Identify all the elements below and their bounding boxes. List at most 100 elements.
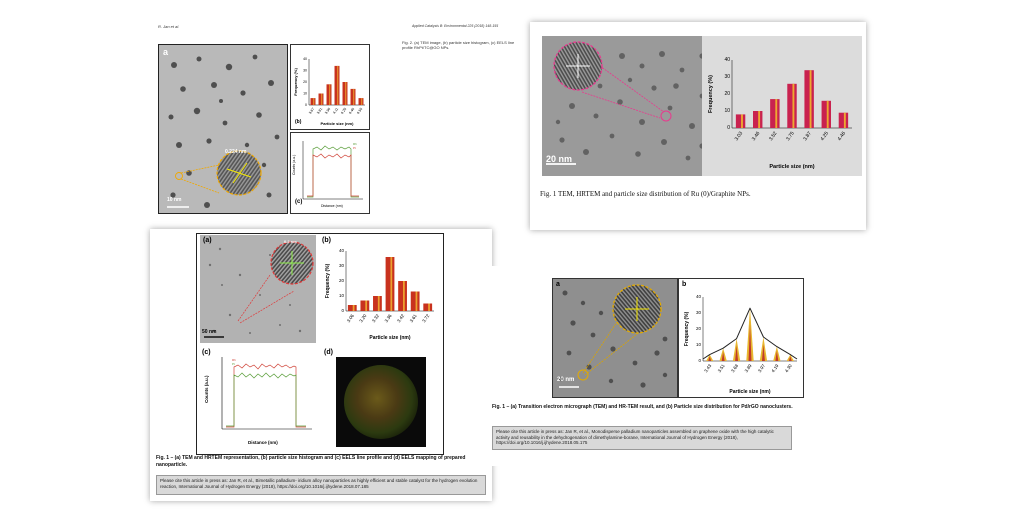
lattice-label-bl: 0.2 nm — [284, 239, 297, 244]
bar — [347, 305, 357, 311]
bar-accent — [792, 83, 795, 128]
bar — [753, 111, 763, 128]
tem-particles — [167, 54, 280, 208]
histogram-b: 0 10 20 30 40 3.67 3.81 3.96 4.11 4.25 4.40 4.55 Fre… — [290, 44, 370, 130]
histogram-ru-plot: 0 10 20 30 40 3.03 3.46 3.52 3.75 3.87 4.25 4.46 Fre… — [708, 57, 852, 170]
x-tick-label: 4.11 — [332, 107, 339, 115]
eels-bl-series-pt — [226, 372, 306, 427]
bar — [358, 98, 364, 105]
eels-mapping-d: (d) — [322, 347, 438, 451]
caption-bottom-right: Fig. 1 – (a) Transition electron microgr… — [492, 404, 868, 411]
y-tick-label: 10 — [724, 108, 730, 114]
bar-accent — [788, 356, 792, 361]
bar — [423, 303, 433, 311]
y-tick-label: 0 — [698, 358, 701, 363]
x-tick-label: 3.68 — [730, 363, 739, 373]
bar-accent — [761, 344, 765, 361]
y-tick-label: 40 — [724, 57, 730, 63]
y-tick-label: 10 — [696, 342, 702, 347]
y-tick-label: 10 — [339, 293, 345, 298]
y-tick-label: 20 — [696, 326, 702, 331]
eels-bl-legend-rh: Rh — [232, 358, 236, 362]
panel-label-a-bl: (a) — [203, 237, 212, 244]
y-axis-label: Frequency (%) — [684, 311, 690, 346]
y-tick-label: 20 — [339, 278, 345, 283]
histogram-b-plot: 0 10 20 30 40 3.67 3.81 3.96 4.11 4.25 4.40 4.55 Fre… — [293, 57, 365, 126]
y-tick-label: 40 — [696, 294, 702, 299]
eels-line-profile-c: Counts (a.u.) Distance (nm) Rh Pt (c) — [290, 132, 370, 214]
panel-label-b-br: b — [682, 281, 687, 288]
bar-accent — [735, 345, 739, 361]
panel-label-a-br: a — [556, 281, 560, 288]
y-tick-label: 20 — [724, 91, 730, 97]
x-tick-label: 3.32 — [371, 313, 380, 323]
y-tick-label: 40 — [303, 57, 307, 61]
bar — [350, 88, 356, 105]
histogram-pd: 0 10 20 30 40 3.43 3.51 3.68 3.89 3.97 4.19 4.30 Fre… — [678, 278, 804, 398]
panel-label-b: (b) — [295, 119, 302, 125]
bar-accent — [775, 99, 778, 128]
bar-accent — [721, 352, 725, 361]
y-axis-label: Frequency (%) — [708, 75, 714, 113]
bar — [360, 300, 370, 311]
x-tick-label: 4.25 — [819, 130, 830, 142]
x-tick-label: 3.42 — [396, 313, 405, 323]
distribution-curve — [702, 307, 798, 360]
bar-accent — [353, 88, 355, 105]
citation-note-bottom-left: Please cite this article in press as: Ja… — [156, 475, 486, 495]
bar-accent — [826, 100, 829, 128]
x-tick-label: 4.55 — [356, 107, 363, 115]
eels-ylabel: Counts (a.u.) — [292, 155, 296, 175]
figure-panel-top-right: 20 nm 0 10 20 30 40 3.03 3.46 3.52 3.75 3.87 4.25 4… — [530, 22, 866, 230]
bar-accent — [361, 98, 363, 105]
caption-top-left: Fig. 2. (a) TEM image, (b) particle size… — [402, 40, 515, 50]
bar — [334, 65, 340, 105]
caption-top-right: Fig. 1 TEM, HRTEM and particle size dist… — [540, 190, 860, 198]
figure-panel-top-left: R. Jan et al. Applied Catalysis B: Envir… — [150, 18, 530, 230]
x-tick-label: 3.52 — [768, 130, 779, 142]
bar — [735, 114, 746, 128]
bar — [385, 257, 395, 311]
header-left: R. Jan et al. — [158, 24, 180, 29]
x-tick-label: 3.20 — [358, 313, 367, 323]
eels-map-image — [336, 357, 426, 447]
x-tick-label: 3.96 — [324, 107, 331, 115]
scale-bar-label-bl: 50 nm — [202, 329, 217, 335]
y-tick-label: 10 — [303, 92, 307, 96]
bar-accent — [321, 93, 323, 105]
histogram-b-bl-plot: 0 10 20 30 40 3.06 3.20 3.32 3.36 3.42 3.61 3.72 Fre… — [325, 248, 434, 341]
x-tick-label: 4.46 — [837, 130, 848, 142]
caption-bottom-left-text: Fig. 1 – (a) TEM and HRTEM representatio… — [156, 455, 466, 468]
x-tick-label: 3.75 — [785, 130, 796, 142]
panel-label-d-bl: (d) — [324, 349, 333, 356]
eels-series-pt — [307, 153, 359, 197]
lattice-spacing-label: 0.224 nm — [225, 149, 247, 155]
x-tick-label: 3.03 — [734, 130, 745, 142]
x-tick-label: 3.43 — [703, 363, 712, 373]
y-axis-label: Frequency (%) — [325, 263, 331, 298]
bar — [373, 296, 382, 311]
x-tick-label: 3.61 — [409, 313, 418, 323]
scale-bar-label: 10 nm — [167, 197, 182, 203]
y-tick-label: 30 — [303, 69, 307, 73]
tem-image-a: (a) 0.2 nm 50 nm — [200, 235, 316, 343]
y-tick-label: 0 — [727, 125, 730, 131]
bar — [410, 291, 420, 311]
tem-particles-a — [204, 241, 314, 338]
panel-label-a: a — [163, 47, 169, 57]
x-tick-label: 3.51 — [717, 363, 726, 373]
eels-line-profile-bl: Counts (a.u.) Distance (nm) Rh Pt (c) — [200, 347, 318, 451]
bar-accent — [352, 305, 355, 311]
eels-bl-legend-pt: Pt — [232, 362, 235, 366]
tem-image-pd: a 20 nm — [552, 278, 678, 398]
caption-bottom-right-text: Fig. 1 – (a) Transition electron microgr… — [492, 404, 793, 410]
y-tick-label: 0 — [341, 308, 344, 313]
x-tick-label: 4.19 — [770, 363, 779, 373]
eels-plot-bl: Counts (a.u.) Distance (nm) Rh Pt — [204, 357, 312, 445]
histogram-ru: 0 10 20 30 40 3.03 3.46 3.52 3.75 3.87 4.25 4.46 Fre… — [702, 36, 862, 176]
x-axis-label: Particle size (nm) — [321, 121, 355, 126]
x-tick-label: 3.87 — [802, 130, 813, 142]
x-tick-label: 4.30 — [784, 363, 793, 373]
bar — [770, 99, 780, 128]
scale-bar-label-br: 20 nm — [557, 377, 575, 383]
